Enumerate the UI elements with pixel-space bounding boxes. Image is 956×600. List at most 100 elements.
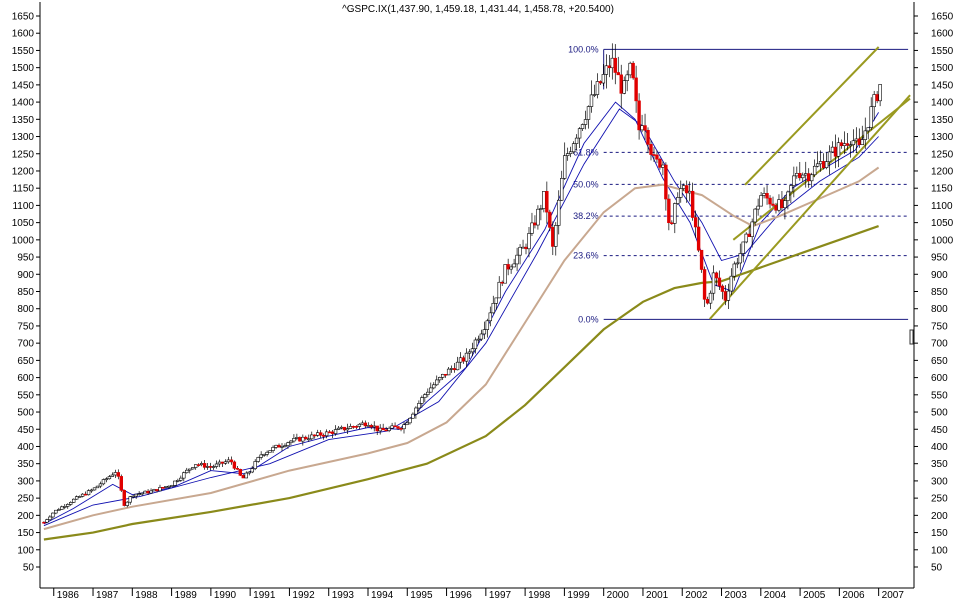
candle-body [77, 496, 82, 498]
candle-body [146, 490, 150, 494]
candle-body [217, 461, 222, 465]
candle-body [830, 146, 835, 153]
candle-body [491, 302, 495, 314]
y-tick-label-right: 100 [931, 545, 948, 556]
candle-body [348, 426, 353, 429]
x-tick-label: 1995 [410, 590, 433, 600]
candle-body [625, 74, 629, 81]
candle-body [762, 193, 766, 196]
x-tick-label: 1990 [214, 590, 237, 600]
candle-body [676, 197, 680, 204]
candle-body [515, 254, 519, 265]
x-tick-label: 1986 [57, 590, 80, 600]
candle-body [131, 495, 135, 498]
candle-body [295, 437, 299, 439]
y-tick-label-right: 300 [931, 476, 948, 487]
candle-body [655, 154, 659, 160]
candle-body [179, 477, 183, 481]
candle-body [467, 351, 472, 354]
y-tick-label-right: 350 [931, 459, 948, 470]
y-tick-label-left: 1200 [12, 166, 35, 177]
candle-body [378, 427, 382, 432]
candle-body [42, 521, 46, 524]
candle-body [161, 487, 165, 489]
candle-body [747, 233, 751, 237]
y-tick-label-left: 1400 [12, 98, 35, 109]
candle-body [717, 277, 722, 287]
y-tick-label-right: 1500 [931, 63, 954, 74]
candle-body [783, 200, 787, 209]
candle-body [402, 424, 406, 430]
candle-body [107, 476, 112, 480]
candle-body [235, 468, 240, 470]
y-tick-label-right: 1100 [931, 201, 953, 212]
candle-body [667, 198, 671, 224]
candle-body [815, 163, 820, 167]
y-tick-label-left: 650 [17, 356, 34, 367]
candle-body [220, 461, 225, 464]
candle-body [125, 501, 129, 506]
y-tick-label-right: 1650 [931, 12, 954, 23]
candle-body [301, 436, 305, 442]
y-tick-label-left: 750 [17, 321, 34, 332]
candle-body [720, 285, 725, 292]
y-tick-label-right: 800 [931, 304, 948, 315]
candle-body [551, 227, 555, 247]
candle-body [318, 432, 323, 436]
candle-body [812, 165, 817, 176]
candle-body [792, 175, 796, 186]
candle-body [83, 493, 88, 496]
candle-body [589, 94, 594, 107]
candle-body [432, 384, 436, 389]
candle-body [690, 190, 695, 218]
candle-body [518, 246, 522, 256]
y-axis-ticks: 50 50 100 100 150 150 200 200 250 250 300 300 350 350… [12, 12, 954, 574]
candle-body [274, 444, 278, 448]
candle-body [134, 493, 138, 497]
x-tick-label: 2002 [685, 590, 708, 600]
candle-body [164, 486, 168, 488]
candle-body [241, 475, 246, 479]
candle-body [488, 312, 493, 322]
candle-body [479, 333, 484, 340]
candle-body [652, 154, 656, 156]
candle-body [48, 516, 52, 520]
candle-body [86, 490, 91, 496]
candle-body [634, 77, 638, 102]
candle-body [167, 485, 171, 488]
candle-body [247, 471, 251, 474]
candle-body [116, 472, 121, 477]
candle-body [95, 485, 100, 489]
candle-body [45, 519, 49, 523]
fib-level-label: 61.8% [573, 147, 599, 157]
candle-body [708, 292, 713, 304]
candle-body [503, 264, 507, 284]
x-tick-label: 1992 [292, 590, 315, 600]
candle-body [289, 440, 293, 444]
candle-body [723, 291, 728, 301]
candle-body [577, 128, 582, 139]
y-tick-label-right: 550 [931, 390, 948, 401]
candle-body [613, 57, 617, 73]
y-tick-label-right: 1450 [931, 80, 954, 91]
candle-body [560, 178, 564, 201]
candle-body [268, 450, 272, 453]
y-tick-label-right: 600 [931, 373, 948, 384]
candle-body [685, 185, 689, 194]
y-tick-label-right: 650 [931, 356, 948, 367]
candle-body [310, 434, 314, 440]
candle-body [128, 496, 132, 503]
candle-body [679, 188, 683, 198]
candle-body [580, 124, 585, 129]
y-tick-label-right: 1050 [931, 218, 954, 229]
y-tick-label-left: 1100 [12, 201, 34, 212]
candle-body [98, 483, 103, 487]
candle-body [170, 485, 174, 487]
scroll-handle[interactable] [909, 329, 914, 345]
candle-body [265, 451, 269, 455]
candle-body [396, 426, 400, 429]
candle-body [429, 387, 433, 393]
candle-body [140, 492, 144, 495]
candle-body [113, 472, 118, 476]
candle-body [354, 426, 359, 428]
